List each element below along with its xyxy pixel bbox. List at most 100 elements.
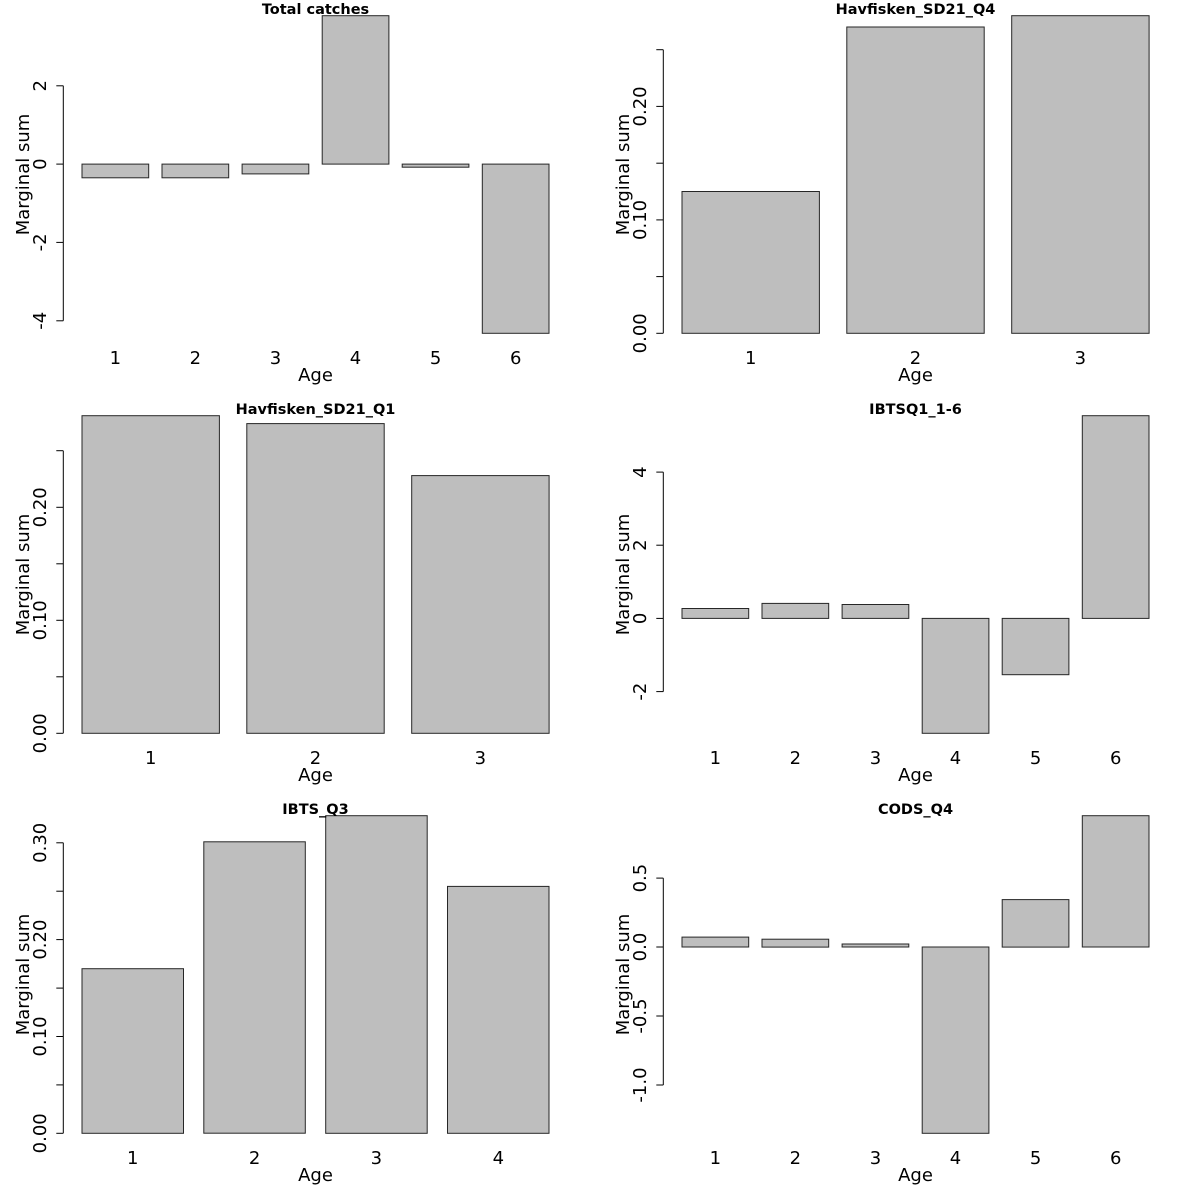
- panel-cods-q4: -1.0 -0.5 0.0 0.5 1 2 3 4 5 6 Age Marginal sum CODS_…: [613, 802, 1150, 1186]
- bar-age-1: [81, 415, 220, 734]
- x-tick-label: 4: [350, 348, 361, 369]
- x-tick-label: 6: [510, 348, 521, 369]
- x-tick-label: 1: [710, 748, 721, 769]
- y-tick-label: 0.00: [30, 713, 51, 753]
- x-axis-label: Age: [898, 765, 933, 786]
- bar-age-6: [1081, 415, 1150, 619]
- chart-title: Havfisken_SD21_Q4: [836, 2, 996, 18]
- y-axis-label: Marginal sum: [613, 514, 634, 636]
- y-tick-label: 0.10: [30, 1016, 51, 1056]
- x-tick-label: 4: [493, 1148, 504, 1169]
- x-tick-label: 4: [950, 748, 961, 769]
- bar-age-6: [1081, 815, 1150, 948]
- y-axis-label: Marginal sum: [613, 914, 634, 1036]
- x-tick-label: 2: [310, 748, 321, 769]
- x-tick-label: 4: [950, 1148, 961, 1169]
- chart-title: IBTSQ1_1-6: [869, 402, 962, 418]
- chart-title: Havfisken_SD21_Q1: [236, 402, 396, 418]
- y-tick-label: -1.0: [630, 1067, 651, 1102]
- y-axis-label: Marginal sum: [13, 114, 34, 236]
- x-axis-label: Age: [298, 365, 333, 386]
- bar-age-2: [761, 602, 830, 619]
- y-tick-label: 0.20: [630, 86, 651, 126]
- y-tick-label: 0.30: [30, 823, 51, 863]
- x-tick-label: 1: [127, 1148, 138, 1169]
- bar-age-1: [81, 163, 150, 179]
- bar-age-1: [681, 608, 750, 619]
- x-tick-label: 5: [1030, 1148, 1041, 1169]
- y-tick-label: 2: [30, 80, 51, 91]
- x-tick-label: 3: [371, 1148, 382, 1169]
- x-tick-label: 1: [710, 1148, 721, 1169]
- x-tick-label: 3: [870, 748, 881, 769]
- x-tick-label: 2: [249, 1148, 260, 1169]
- bar-age-3: [325, 815, 428, 1134]
- bar-age-2: [246, 423, 385, 734]
- y-tick-label: 0.20: [30, 487, 51, 527]
- x-tick-label: 6: [1110, 748, 1121, 769]
- y-tick-label: 0.00: [630, 313, 651, 353]
- y-tick-label: 4: [630, 466, 651, 477]
- bar-age-5: [1001, 617, 1070, 676]
- bar-age-4: [447, 885, 550, 1134]
- bar-age-4: [921, 946, 990, 1134]
- bar-age-4: [321, 15, 390, 165]
- y-tick-label: 0: [630, 613, 651, 624]
- bar-age-2: [761, 938, 830, 948]
- y-tick-label: 0.10: [30, 600, 51, 640]
- bar-age-6: [481, 163, 550, 334]
- x-tick-label: 1: [110, 348, 121, 369]
- panel-ibtsq1-1-6: -2 0 2 4 1 2 3 4 5 6 Age Marginal sum IBTSQ1_1-6: [613, 402, 1150, 786]
- y-tick-label: -2: [30, 233, 51, 251]
- bar-age-5: [401, 163, 470, 168]
- panel-havfisken-sd21-q1: 0.00 0.10 0.20 1 2 3 Age Marginal sum Havfisken_…: [13, 402, 550, 786]
- y-tick-label: -2: [630, 683, 651, 701]
- x-axis-label: Age: [898, 365, 933, 386]
- panel-total-catches: -4 -2 0 2 1 2 3 4 5 6 Age Marginal sum Total catches: [13, 2, 550, 386]
- x-tick-label: 5: [1030, 748, 1041, 769]
- chart-title: Total catches: [262, 2, 369, 18]
- y-tick-label: -4: [30, 312, 51, 330]
- y-axis-label: Marginal sum: [13, 514, 34, 636]
- bar-age-2: [203, 841, 306, 1134]
- y-tick-label: 0.10: [630, 200, 651, 240]
- bar-age-1: [81, 968, 184, 1134]
- bar-age-3: [841, 943, 910, 948]
- y-tick-label: -0.5: [630, 998, 651, 1033]
- x-tick-label: 2: [190, 348, 201, 369]
- y-axis-label: Marginal sum: [13, 914, 34, 1036]
- x-tick-label: 3: [870, 1148, 881, 1169]
- x-axis-label: Age: [898, 1165, 933, 1186]
- x-axis-label: Age: [298, 765, 333, 786]
- y-tick-label: 2: [630, 539, 651, 550]
- panel-havfisken-sd21-q4: 0.00 0.10 0.20 1 2 3 Age Marginal sum Havfisken_…: [613, 2, 1150, 386]
- bar-age-3: [1011, 15, 1150, 334]
- x-tick-label: 2: [790, 748, 801, 769]
- x-axis-label: Age: [298, 1165, 333, 1186]
- bar-age-5: [1001, 899, 1070, 948]
- y-tick-label: 0.20: [30, 920, 51, 960]
- bar-age-2: [161, 163, 230, 179]
- x-tick-label: 2: [910, 348, 921, 369]
- bar-age-4: [921, 617, 990, 734]
- bar-age-1: [681, 191, 820, 334]
- panel-ibts-q3: 0.00 0.10 0.20 0.30 1 2 3 4 Age Marginal sum IBTS_…: [13, 802, 550, 1186]
- y-axis-label: Marginal sum: [613, 114, 634, 236]
- bar-age-1: [681, 936, 750, 948]
- bar-age-3: [841, 604, 910, 619]
- chart-title: IBTS_Q3: [282, 802, 348, 818]
- x-tick-label: 3: [270, 348, 281, 369]
- bar-age-2: [846, 26, 985, 334]
- bar-age-3: [411, 475, 550, 734]
- x-tick-label: 2: [790, 1148, 801, 1169]
- chart-title: CODS_Q4: [878, 802, 953, 818]
- x-tick-label: 1: [745, 348, 756, 369]
- x-tick-label: 3: [475, 748, 486, 769]
- y-tick-label: 0: [30, 158, 51, 169]
- x-tick-label: 3: [1075, 348, 1086, 369]
- y-tick-label: 0.5: [630, 864, 651, 893]
- bar-age-3: [241, 163, 310, 175]
- x-tick-label: 5: [430, 348, 441, 369]
- x-tick-label: 6: [1110, 1148, 1121, 1169]
